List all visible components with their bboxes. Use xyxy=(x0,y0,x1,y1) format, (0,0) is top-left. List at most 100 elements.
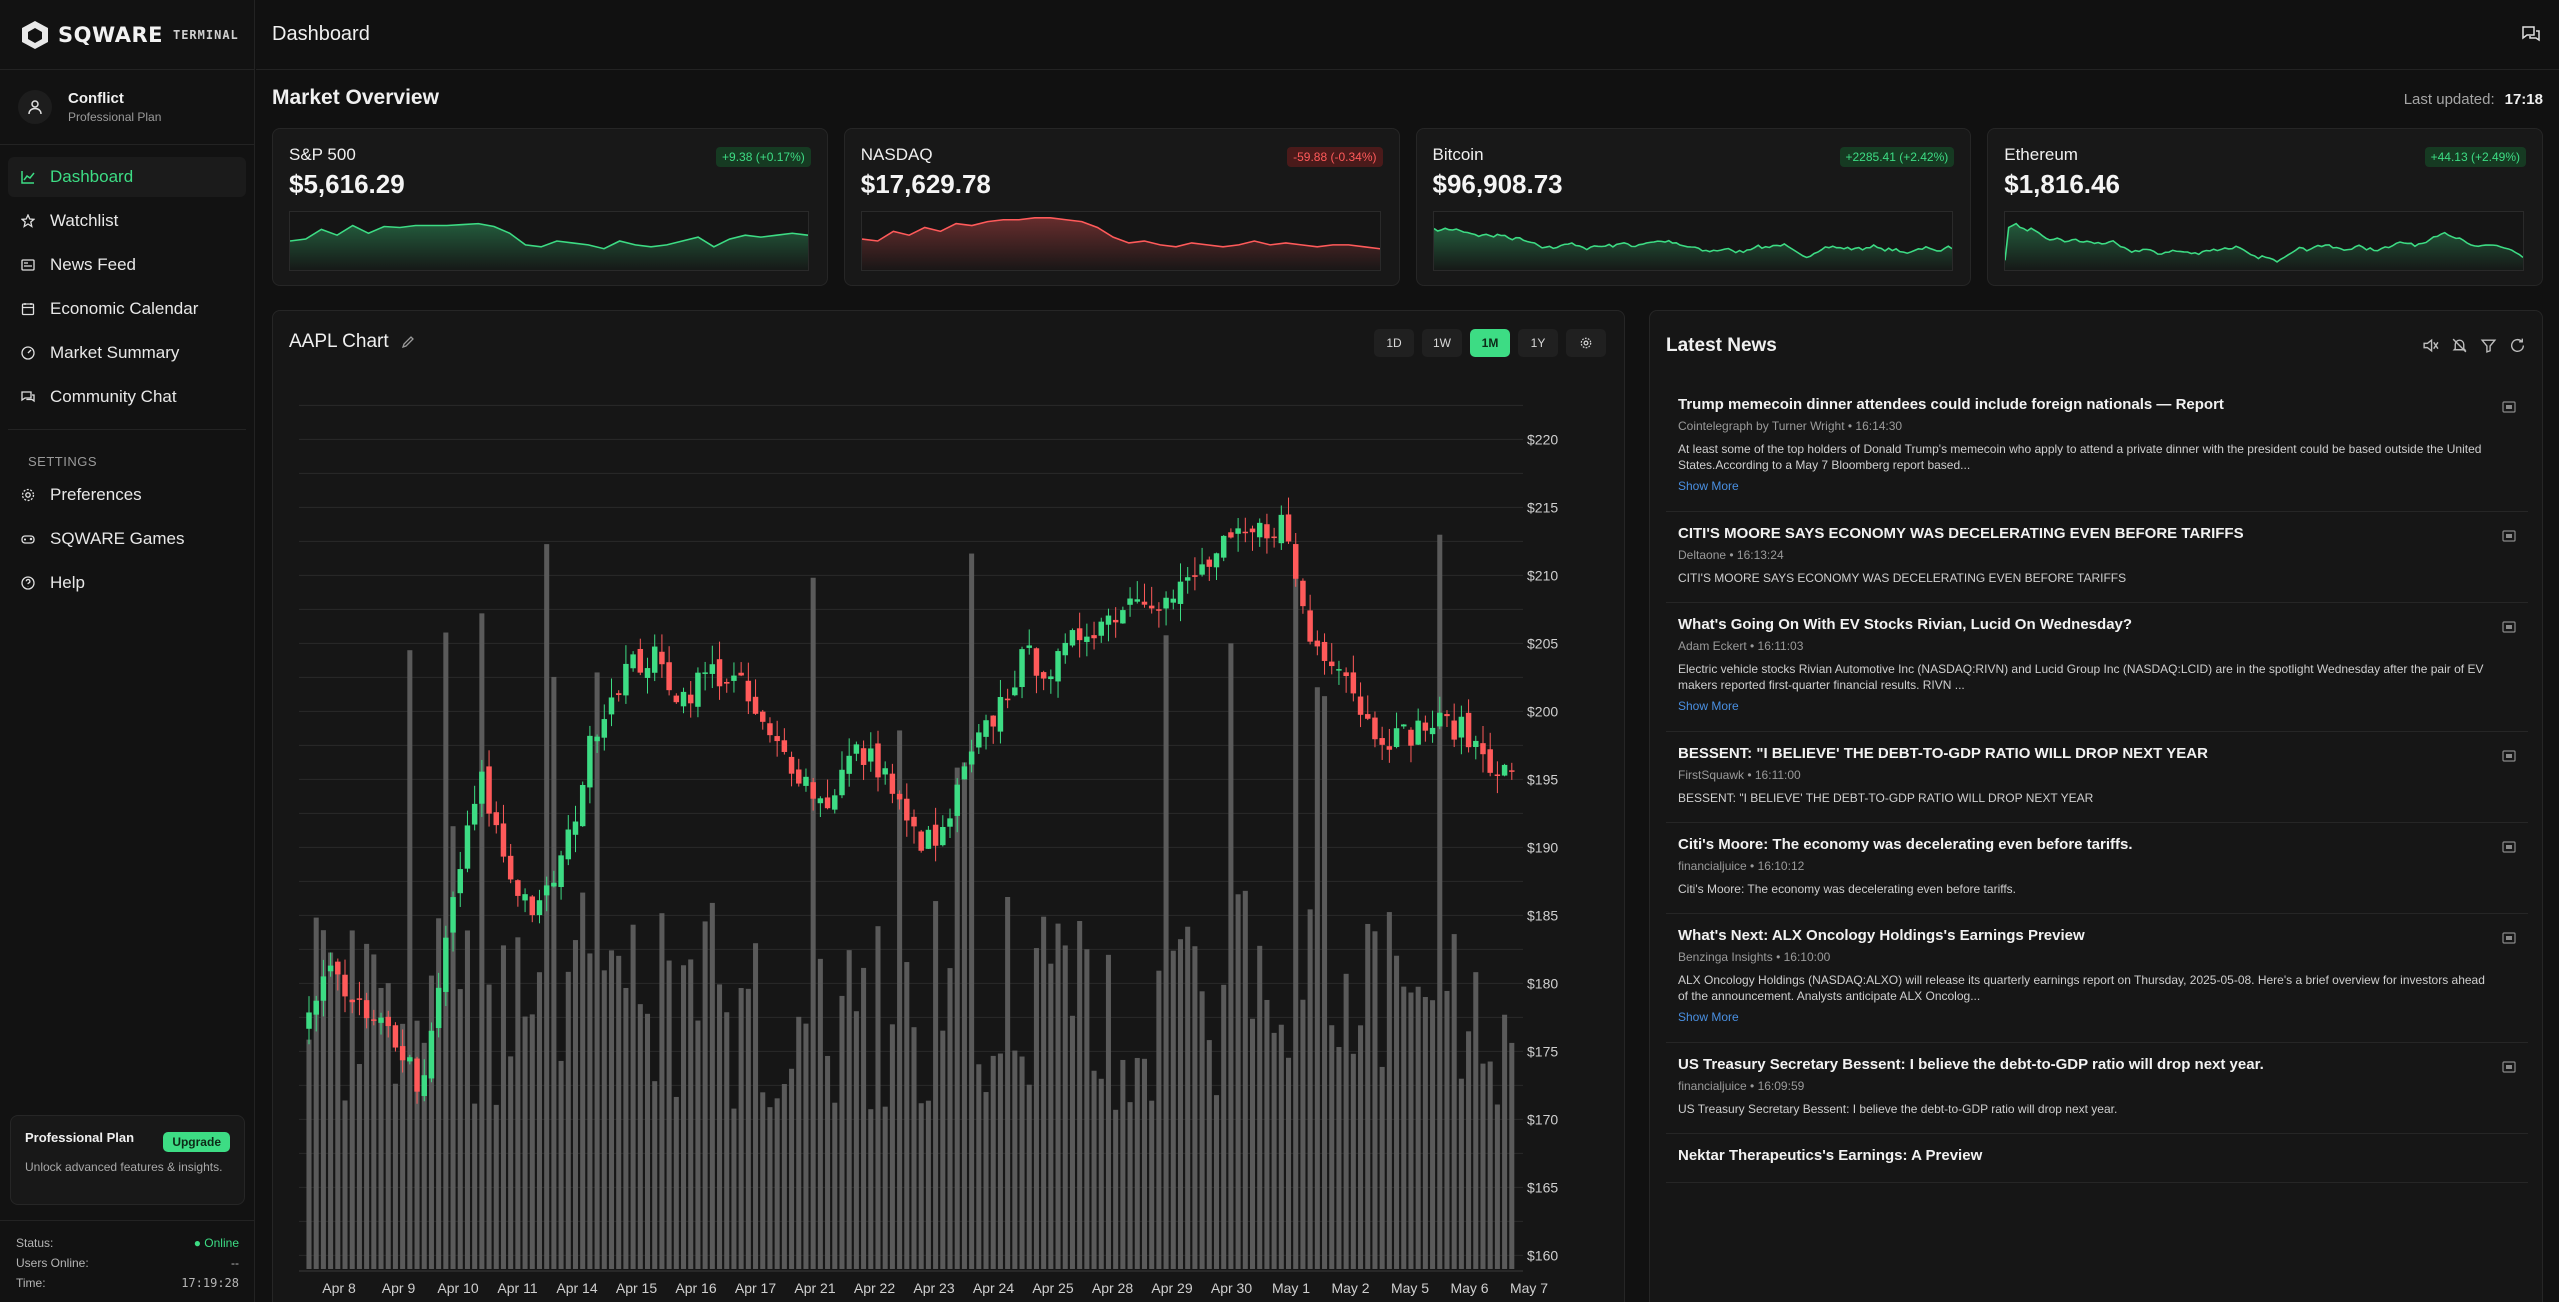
candle-up xyxy=(695,672,701,707)
x-tick-label: Apr 22 xyxy=(854,1280,895,1296)
bookmark-icon[interactable] xyxy=(2502,621,2516,633)
news-body: ALX Oncology Holdings (NASDAQ:ALXO) will… xyxy=(1678,973,2485,1003)
candle-down xyxy=(1264,524,1270,539)
candle-down xyxy=(724,681,730,684)
filter-icon[interactable] xyxy=(2480,337,2497,354)
candlestick-chart[interactable]: $220 $215 $210 $205 $200 $195 $190 $185 $180 $175… xyxy=(273,371,1626,1302)
news-headline[interactable]: What's Going On With EV Stocks Rivian, L… xyxy=(1678,616,2133,633)
ticker-price: $1,816.46 xyxy=(2004,169,2120,199)
volume-bar xyxy=(1458,1078,1464,1269)
news-headline[interactable]: Trump memecoin dinner attendees could in… xyxy=(1678,396,2224,413)
news-item[interactable]: Nektar Therapeutics's Earnings: A Previe… xyxy=(1666,1134,2528,1183)
nav-item-sqware-games[interactable]: SQWARE Games xyxy=(8,519,246,559)
upgrade-button[interactable]: Upgrade xyxy=(163,1132,230,1152)
show-more-link[interactable]: Show More xyxy=(1678,699,1739,713)
user-icon xyxy=(28,100,42,115)
last-updated: Last updated: 17:18 xyxy=(2404,91,2543,108)
news-headline[interactable]: US Treasury Secretary Bessent: I believe… xyxy=(1678,1056,2264,1073)
volume-bar xyxy=(1487,1061,1493,1269)
bookmark-icon[interactable] xyxy=(2502,841,2516,853)
news-headline[interactable]: What's Next: ALX Oncology Holdings's Ear… xyxy=(1678,927,2085,944)
candle-down xyxy=(824,797,831,809)
timeframe-1m-button[interactable]: 1M xyxy=(1470,329,1510,357)
logo-hexagon-icon xyxy=(22,20,48,49)
news-body: Electric vehicle stocks Rivian Automotiv… xyxy=(1678,662,2484,692)
timeframe-1w-button[interactable]: 1W xyxy=(1422,329,1462,357)
volume-bar xyxy=(594,672,600,1269)
candle-up xyxy=(709,664,716,674)
bookmark-icon[interactable] xyxy=(2502,401,2516,413)
show-more-link[interactable]: Show More xyxy=(1678,1010,1739,1024)
user-profile[interactable]: Conflict Professional Plan xyxy=(0,70,254,145)
nav-item-help[interactable]: Help xyxy=(8,563,246,603)
candle-up xyxy=(428,1030,435,1079)
bookmark-icon[interactable] xyxy=(2502,932,2516,944)
bookmark-icon[interactable] xyxy=(2502,1061,2516,1073)
volume-bar xyxy=(1062,945,1068,1269)
candle-down xyxy=(760,711,766,722)
news-item[interactable]: Trump memecoin dinner attendees could in… xyxy=(1666,383,2528,512)
candle-up xyxy=(1199,564,1205,575)
news-item[interactable]: What's Going On With EV Stocks Rivian, L… xyxy=(1666,603,2528,732)
nav-item-news-feed[interactable]: News Feed xyxy=(8,245,246,285)
news-headline[interactable]: CITI'S MOORE SAYS ECONOMY WAS DECELERATI… xyxy=(1678,525,2244,542)
x-tick-label: Apr 23 xyxy=(913,1280,954,1296)
users-online-row: Users Online: -- xyxy=(16,1253,239,1273)
nav-item-market-summary[interactable]: Market Summary xyxy=(8,333,246,373)
x-tick-label: Apr 11 xyxy=(497,1280,537,1296)
ticker-card-ethereum[interactable]: Ethereum $1,816.46 +44.13 (+2.49%) xyxy=(1987,128,2543,286)
candle-down xyxy=(745,680,752,702)
status-label: Status: xyxy=(16,1236,54,1250)
nav-item-dashboard[interactable]: Dashboard xyxy=(8,157,246,197)
ticker-price: $5,616.29 xyxy=(289,169,405,199)
timeframe-1y-button[interactable]: 1Y xyxy=(1518,329,1558,357)
ticker-card-bitcoin[interactable]: Bitcoin $96,908.73 +2285.41 (+2.42%) xyxy=(1415,128,1972,286)
candle-down xyxy=(904,798,910,821)
volume-bar xyxy=(364,943,370,1269)
chart-settings-button[interactable] xyxy=(1566,329,1606,357)
timeframe-1d-button[interactable]: 1D xyxy=(1374,329,1414,357)
volume-bar xyxy=(1350,1053,1356,1269)
news-headline[interactable]: BESSENT: "I BELIEVE' THE DEBT-TO-GDP RAT… xyxy=(1678,745,2208,762)
nav-item-community-chat[interactable]: Community Chat xyxy=(8,377,246,417)
gamepad-icon xyxy=(20,531,36,547)
candle-down xyxy=(774,736,780,742)
news-body: Citi's Moore: The economy was decelerati… xyxy=(1678,882,2017,896)
messages-icon[interactable] xyxy=(2521,24,2541,44)
show-more-link[interactable]: Show More xyxy=(1678,479,1739,493)
news-headline[interactable]: Citi's Moore: The economy was decelerati… xyxy=(1678,836,2133,853)
refresh-icon[interactable] xyxy=(2509,337,2526,354)
nav-item-preferences[interactable]: Preferences xyxy=(8,475,246,515)
volume-bar xyxy=(875,926,881,1269)
bookmark-icon[interactable] xyxy=(2502,530,2516,542)
nav-item-watchlist[interactable]: Watchlist xyxy=(8,201,246,241)
candle-up xyxy=(572,821,579,835)
volume-bar xyxy=(1322,696,1328,1269)
volume-bar xyxy=(572,940,579,1269)
bell-off-icon[interactable] xyxy=(2451,337,2468,354)
news-item[interactable]: US Treasury Secretary Bessent: I believe… xyxy=(1666,1043,2528,1134)
news-headline[interactable]: Nektar Therapeutics's Earnings: A Previe… xyxy=(1678,1147,1983,1164)
candle-down xyxy=(1148,605,1155,609)
nav-item-economic-calendar[interactable]: Economic Calendar xyxy=(8,289,246,329)
pencil-icon[interactable] xyxy=(401,335,415,349)
ticker-card-sp500[interactable]: S&P 500 $5,616.29 +9.38 (+0.17%) xyxy=(272,128,828,286)
news-item[interactable]: What's Next: ALX Oncology Holdings's Ear… xyxy=(1666,914,2528,1043)
volume-bar xyxy=(774,1098,780,1269)
mute-icon[interactable] xyxy=(2422,337,2439,354)
volume-bar xyxy=(702,921,708,1269)
volume-bar xyxy=(709,902,715,1269)
news-item[interactable]: Citi's Moore: The economy was decelerati… xyxy=(1666,823,2528,914)
news-item[interactable]: BESSENT: "I BELIEVE' THE DEBT-TO-GDP RAT… xyxy=(1666,732,2528,823)
candle-up xyxy=(1235,528,1241,534)
candle-up xyxy=(464,825,471,869)
bookmark-icon[interactable] xyxy=(2502,750,2516,762)
news-item[interactable]: CITI'S MOORE SAYS ECONOMY WAS DECELERATI… xyxy=(1666,512,2528,603)
news-body: US Treasury Secretary Bessent: I believe… xyxy=(1678,1102,2118,1116)
candle-down xyxy=(781,740,788,752)
news-meta: financialjuice • 16:10:12 xyxy=(1678,859,1805,873)
ticker-card-nasdaq[interactable]: NASDAQ $17,629.78 -59.88 (-0.34%) xyxy=(843,128,1400,286)
logo[interactable]: SQWARE TERMINAL xyxy=(0,0,254,70)
candle-down xyxy=(1444,714,1450,717)
candle-up xyxy=(630,654,636,669)
